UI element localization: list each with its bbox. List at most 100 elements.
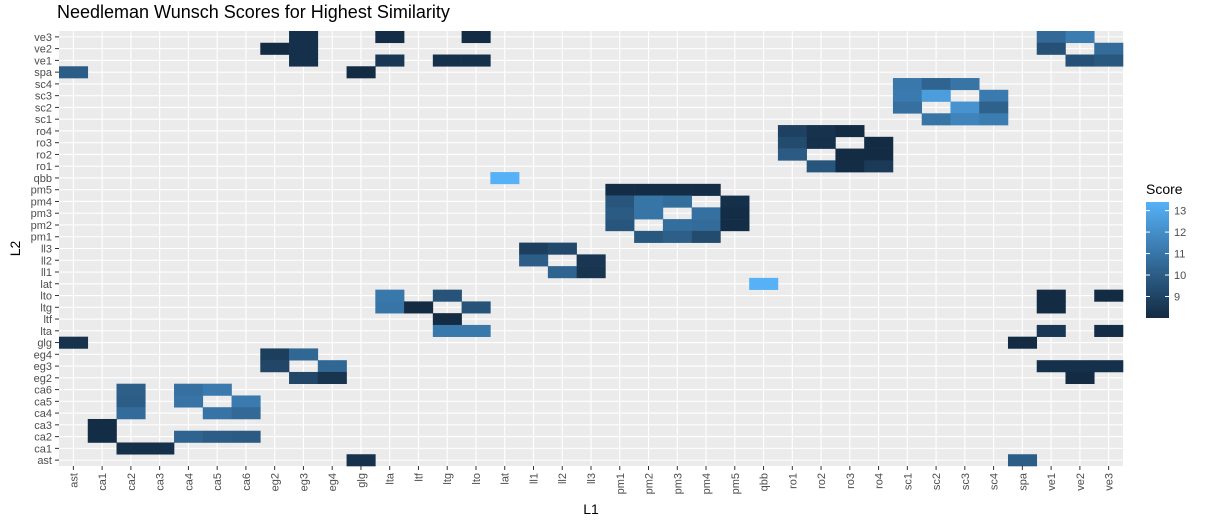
x-tick-label: ca5 bbox=[212, 473, 224, 491]
heat-cell bbox=[691, 219, 721, 232]
heat-cell bbox=[317, 371, 347, 385]
heat-cell bbox=[87, 418, 117, 432]
heat-cell bbox=[720, 195, 750, 208]
x-tick-label: glg bbox=[356, 473, 368, 488]
heat-cell bbox=[461, 54, 491, 67]
x-tick-label: pm5 bbox=[730, 473, 742, 494]
heat-cell bbox=[1007, 454, 1038, 467]
heat-cell bbox=[864, 160, 894, 173]
heat-cell bbox=[1007, 336, 1038, 349]
heat-cell bbox=[375, 289, 405, 302]
heat-cell bbox=[432, 313, 462, 326]
heat-cell bbox=[289, 371, 319, 385]
heat-cell bbox=[59, 336, 89, 349]
heat-cell bbox=[289, 348, 319, 361]
heat-cell bbox=[346, 66, 376, 79]
heat-cell bbox=[490, 172, 520, 185]
x-tick-label: lat bbox=[500, 473, 512, 485]
heat-cell bbox=[892, 89, 923, 102]
heat-cell bbox=[806, 160, 836, 173]
heat-cell bbox=[202, 430, 232, 443]
legend-tick-label: 10 bbox=[1174, 270, 1186, 282]
heat-cell bbox=[1036, 301, 1066, 314]
heat-cell bbox=[1065, 31, 1095, 44]
heat-cell bbox=[1036, 31, 1066, 44]
heat-cell bbox=[231, 395, 261, 408]
y-tick-label: ve3 bbox=[34, 32, 52, 44]
y-tick-label: sc3 bbox=[35, 91, 52, 103]
heat-cell bbox=[260, 348, 290, 361]
x-tick-label: lto bbox=[471, 473, 483, 485]
heat-cell bbox=[202, 407, 232, 420]
heat-cell bbox=[691, 207, 721, 220]
heat-cell bbox=[1036, 289, 1066, 302]
heat-cell bbox=[260, 360, 290, 373]
heat-cell bbox=[634, 195, 664, 208]
heat-cell bbox=[289, 31, 319, 44]
legend-tick-label: 13 bbox=[1174, 206, 1186, 218]
heat-cell bbox=[691, 183, 721, 196]
heat-cell bbox=[547, 242, 577, 255]
x-axis-title: L1 bbox=[583, 501, 599, 517]
heat-cell bbox=[979, 113, 1009, 126]
x-tick-label: ve1 bbox=[1046, 473, 1058, 491]
heat-cell bbox=[174, 430, 204, 443]
heat-cell bbox=[605, 195, 635, 208]
x-tick-label: pm2 bbox=[644, 473, 656, 494]
heat-cell bbox=[950, 113, 980, 126]
heat-cell bbox=[864, 148, 894, 161]
x-tick-label: lta bbox=[385, 472, 397, 485]
legend-tick-label: 12 bbox=[1174, 227, 1186, 239]
y-tick-label: ve1 bbox=[34, 55, 52, 67]
x-tick-label: eg2 bbox=[270, 473, 282, 491]
heat-cell bbox=[87, 430, 117, 443]
x-tick-label: ro1 bbox=[787, 473, 799, 489]
heat-cell bbox=[1036, 324, 1066, 337]
y-tick-label: ca6 bbox=[34, 385, 52, 397]
y-tick-label: ll1 bbox=[41, 267, 52, 279]
heat-cell bbox=[519, 254, 549, 267]
y-tick-label: lat bbox=[40, 279, 52, 291]
y-tick-label: ro2 bbox=[36, 149, 52, 161]
heat-cell bbox=[231, 430, 261, 443]
heat-cell bbox=[1094, 360, 1124, 373]
heat-cell bbox=[116, 407, 146, 420]
heat-cell bbox=[1065, 54, 1095, 67]
heat-cell bbox=[375, 54, 405, 67]
x-tick-label: eg3 bbox=[298, 473, 310, 491]
y-tick-label: ltf bbox=[43, 314, 53, 326]
heat-cell bbox=[749, 277, 779, 290]
heat-cell bbox=[576, 254, 606, 267]
y-tick-label: ast bbox=[37, 455, 52, 467]
y-tick-label: ll2 bbox=[41, 255, 52, 267]
heat-cell bbox=[950, 101, 980, 114]
heat-cell bbox=[806, 136, 836, 149]
heat-cell bbox=[1094, 54, 1124, 67]
heat-cell bbox=[461, 324, 491, 337]
y-tick-label: qbb bbox=[34, 173, 52, 185]
x-tick-label: pm3 bbox=[672, 473, 684, 494]
legend-colorbar bbox=[1146, 202, 1169, 318]
y-tick-label: sc4 bbox=[35, 79, 52, 91]
x-tick-label: sc2 bbox=[931, 473, 943, 490]
chart-title: Needleman Wunsch Scores for Highest Simi… bbox=[57, 2, 450, 22]
y-tick-label: spa bbox=[34, 67, 53, 79]
y-tick-label: ve2 bbox=[34, 44, 52, 56]
heat-cell bbox=[289, 54, 319, 67]
y-tick-label: ro1 bbox=[36, 161, 52, 173]
legend-tick-label: 9 bbox=[1174, 292, 1180, 304]
x-tick-label: ll1 bbox=[528, 473, 540, 484]
heat-cell bbox=[605, 219, 635, 232]
heat-cell bbox=[979, 89, 1009, 102]
x-tick-label: ca4 bbox=[183, 473, 195, 491]
heat-cell bbox=[777, 125, 807, 138]
heat-cell bbox=[174, 383, 204, 396]
heat-cell bbox=[432, 289, 462, 302]
x-tick-label: ll2 bbox=[557, 473, 569, 484]
y-tick-label: sc1 bbox=[35, 114, 52, 126]
x-tick-label: eg4 bbox=[327, 473, 339, 491]
x-tick-label: ro4 bbox=[874, 473, 886, 489]
y-tick-label: ltg bbox=[40, 302, 52, 314]
y-tick-label: ca5 bbox=[34, 396, 52, 408]
heat-cell bbox=[634, 207, 664, 220]
